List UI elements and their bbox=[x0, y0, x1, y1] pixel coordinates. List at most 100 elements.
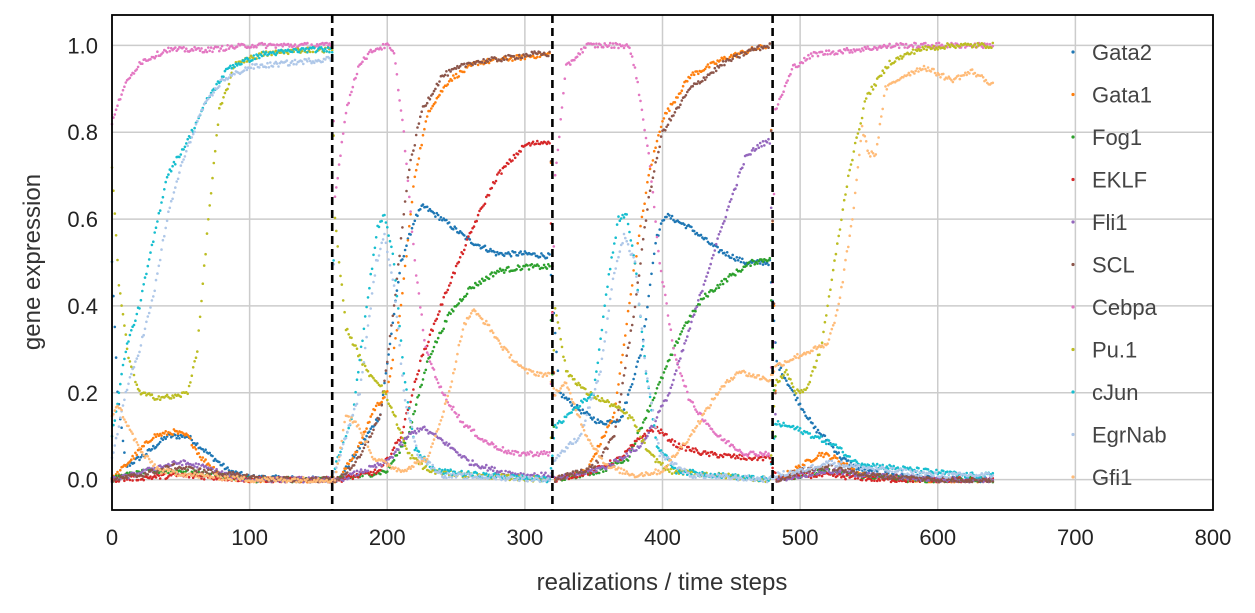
data-point bbox=[820, 451, 824, 455]
data-point bbox=[641, 209, 645, 212]
data-point bbox=[648, 189, 652, 192]
data-point bbox=[196, 442, 199, 445]
data-point bbox=[847, 48, 850, 52]
data-point bbox=[635, 425, 638, 429]
data-point bbox=[735, 255, 739, 259]
data-point bbox=[954, 479, 957, 483]
data-point bbox=[146, 473, 150, 476]
data-point bbox=[439, 216, 443, 219]
data-point bbox=[838, 473, 842, 476]
data-point bbox=[447, 284, 451, 287]
data-point bbox=[650, 272, 653, 276]
data-point bbox=[171, 433, 174, 436]
data-point bbox=[390, 332, 393, 336]
data-point bbox=[354, 460, 357, 464]
data-point bbox=[652, 170, 656, 173]
data-point bbox=[491, 274, 495, 278]
data-point bbox=[717, 66, 721, 69]
data-point bbox=[793, 63, 796, 66]
data-point bbox=[424, 347, 428, 350]
data-point bbox=[186, 433, 189, 437]
data-point bbox=[475, 219, 479, 223]
data-point bbox=[677, 442, 681, 446]
data-point bbox=[398, 439, 401, 442]
data-point bbox=[432, 322, 436, 326]
data-point bbox=[425, 115, 429, 118]
data-point bbox=[827, 49, 831, 52]
data-point bbox=[363, 430, 367, 433]
data-point bbox=[397, 88, 400, 92]
data-point bbox=[768, 142, 772, 145]
data-point bbox=[741, 51, 744, 54]
data-point bbox=[578, 470, 582, 474]
data-point bbox=[721, 57, 725, 61]
data-point bbox=[502, 254, 506, 258]
data-point bbox=[763, 144, 766, 147]
data-point bbox=[666, 314, 670, 317]
data-point bbox=[416, 163, 419, 166]
data-point bbox=[703, 419, 707, 422]
data-point bbox=[664, 129, 667, 132]
data-point bbox=[531, 140, 535, 144]
data-point bbox=[507, 251, 510, 254]
data-point bbox=[201, 456, 205, 459]
data-point bbox=[394, 337, 397, 340]
data-point bbox=[376, 420, 379, 423]
data-point bbox=[826, 468, 829, 471]
data-point bbox=[457, 75, 461, 78]
data-point bbox=[483, 202, 487, 206]
data-point bbox=[395, 454, 399, 457]
data-point bbox=[670, 383, 674, 387]
data-point bbox=[651, 261, 655, 265]
data-point bbox=[727, 439, 730, 443]
data-point bbox=[478, 244, 481, 247]
data-point bbox=[742, 54, 745, 57]
data-point bbox=[710, 257, 714, 260]
data-point bbox=[403, 444, 407, 448]
data-point bbox=[391, 358, 395, 362]
data-point bbox=[911, 480, 915, 484]
data-point bbox=[442, 327, 446, 331]
data-point bbox=[519, 472, 522, 475]
data-point bbox=[158, 440, 162, 444]
data-point bbox=[753, 456, 756, 460]
data-point bbox=[888, 477, 891, 481]
data-point bbox=[469, 230, 473, 234]
data-point bbox=[443, 73, 447, 77]
data-point bbox=[626, 416, 630, 420]
data-point bbox=[454, 412, 458, 415]
data-point bbox=[379, 472, 382, 476]
data-point bbox=[428, 360, 432, 363]
data-point bbox=[558, 327, 561, 330]
data-point bbox=[774, 435, 777, 438]
data-point bbox=[370, 473, 374, 477]
data-point bbox=[686, 335, 689, 338]
data-point bbox=[121, 312, 125, 316]
data-point bbox=[529, 144, 532, 147]
data-point bbox=[387, 402, 390, 406]
data-point bbox=[352, 470, 356, 474]
data-point bbox=[124, 81, 128, 84]
data-point bbox=[130, 458, 133, 462]
data-point bbox=[547, 54, 550, 58]
data-point bbox=[355, 450, 359, 454]
data-point bbox=[805, 58, 809, 61]
data-point bbox=[198, 455, 202, 459]
data-point bbox=[420, 110, 424, 113]
data-point bbox=[749, 153, 752, 156]
data-point bbox=[235, 45, 239, 48]
data-point bbox=[340, 140, 344, 144]
data-point bbox=[398, 443, 401, 446]
data-point bbox=[397, 321, 400, 324]
data-point bbox=[560, 473, 564, 477]
data-point bbox=[767, 46, 770, 49]
data-point bbox=[820, 50, 824, 54]
data-point bbox=[431, 350, 435, 353]
data-point bbox=[780, 93, 784, 97]
data-point bbox=[406, 239, 410, 242]
data-point bbox=[154, 445, 158, 449]
data-point bbox=[141, 470, 144, 474]
data-point bbox=[646, 144, 649, 147]
data-point bbox=[669, 386, 673, 390]
data-point bbox=[592, 455, 595, 458]
